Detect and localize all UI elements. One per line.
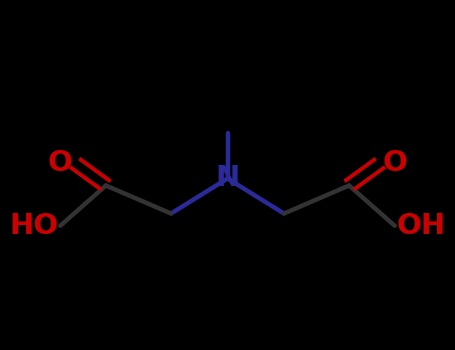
Text: N: N — [215, 164, 240, 193]
Text: O: O — [48, 149, 72, 177]
Text: OH: OH — [397, 212, 446, 240]
Text: O: O — [383, 149, 407, 177]
Text: HO: HO — [9, 212, 58, 240]
